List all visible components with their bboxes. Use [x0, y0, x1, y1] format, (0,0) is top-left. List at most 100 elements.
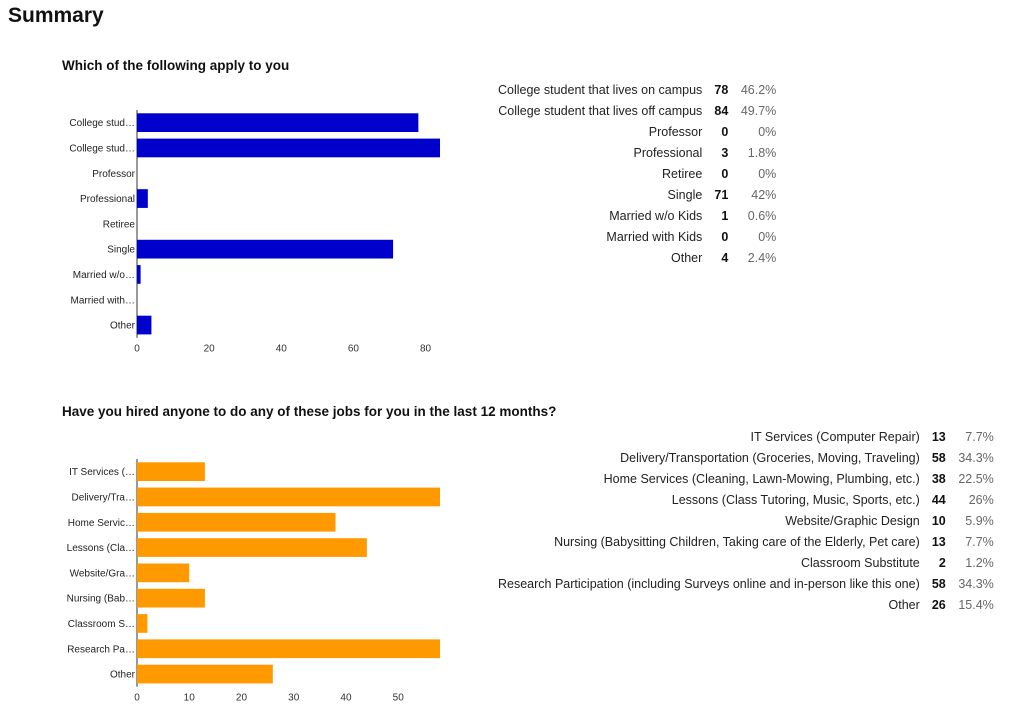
row-percent: 26% [968, 492, 994, 507]
category-label: Nursing (Bab… [67, 594, 135, 605]
x-tick-label: 0 [134, 344, 140, 355]
summary-row: Delivery/Transportation (Groceries, Movi… [498, 447, 994, 468]
row-count: 2 [938, 555, 946, 570]
summary-row: Research Participation (including Survey… [498, 573, 994, 594]
row-label: Nursing (Babysitting Children, Taking ca… [554, 534, 920, 549]
row-percent: 15.4% [958, 597, 994, 612]
row-count: 0 [721, 229, 729, 244]
category-label: Delivery/Tra… [71, 492, 135, 503]
bar-chart-2: IT Services (… Delivery/Tra… Home Servic… L… [67, 459, 440, 704]
row-percent: 5.9% [965, 513, 994, 528]
row-label: Single [667, 187, 703, 202]
category-label: Research Pa… [67, 644, 135, 655]
row-percent: 42% [751, 187, 777, 202]
x-tick-label: 60 [348, 344, 360, 355]
row-count: 38 [931, 471, 946, 486]
row-percent: 0% [758, 124, 777, 139]
summary-row: Married with Kids 0 0% [498, 226, 776, 247]
summary-row: College student that lives off campus 84 4… [498, 100, 776, 121]
x-tick-label: 80 [420, 344, 432, 355]
row-label: Other [671, 250, 703, 265]
row-label: Professional [633, 145, 703, 160]
bar [137, 462, 205, 482]
row-percent: 2.4% [747, 250, 777, 265]
bar [137, 664, 273, 684]
category-label: Classroom S… [68, 619, 135, 630]
category-label: Professor [92, 169, 135, 180]
x-tick-label: 20 [204, 344, 216, 355]
category-label: College stud… [69, 118, 135, 129]
row-label: Home Services (Cleaning, Lawn-Mowing, Pl… [603, 471, 920, 486]
row-label: Married with Kids [606, 229, 703, 244]
row-label: College student that lives on campus [498, 82, 703, 97]
row-percent: 7.7% [965, 534, 994, 549]
row-percent: 1.2% [965, 555, 994, 570]
x-tick-label: 50 [393, 693, 405, 704]
row-count: 13 [931, 429, 946, 444]
summary-row: Other 26 15.4% [498, 594, 994, 615]
row-label: College student that lives off campus [498, 103, 703, 118]
row-percent: 22.5% [958, 471, 994, 486]
summary-table-1: College student that lives on campus 78 46… [498, 79, 776, 268]
row-percent: 46.2% [740, 82, 777, 97]
bar [137, 138, 440, 158]
summary-row: Other 4 2.4% [498, 247, 776, 268]
row-percent: 34.3% [958, 450, 994, 465]
bar [137, 487, 440, 507]
bar [137, 563, 190, 583]
summary-row: IT Services (Computer Repair) 13 7.7% [498, 426, 994, 447]
bar [137, 512, 336, 532]
row-percent: 0% [758, 166, 777, 181]
row-count: 10 [931, 513, 946, 528]
bar [137, 189, 148, 208]
summary-row: Website/Graphic Design 10 5.9% [498, 510, 994, 531]
summary-row: Professional 3 1.8% [498, 142, 777, 163]
row-percent: 49.7% [740, 103, 777, 118]
row-label: Retiree [662, 166, 703, 181]
row-count: 78 [714, 82, 729, 97]
category-label: Retiree [103, 219, 136, 230]
category-label: Website/Gra… [70, 568, 135, 579]
x-tick-label: 10 [184, 693, 196, 704]
row-percent: 34.3% [958, 576, 994, 591]
row-percent: 1.8% [747, 145, 777, 160]
bar [137, 113, 419, 133]
bar [137, 588, 205, 608]
category-label: College stud… [69, 143, 135, 154]
row-label: Other [888, 597, 920, 612]
x-tick-label: 40 [340, 693, 352, 704]
question-title-1: Which of the following apply to you [62, 58, 290, 73]
summary-row: College student that lives on campus 78 46… [498, 79, 776, 100]
row-label: Website/Graphic Design [785, 513, 920, 528]
summary-row: Classroom Substitute 2 1.2% [498, 552, 994, 573]
category-label: Married w/o… [73, 270, 135, 281]
row-count: 4 [721, 250, 729, 265]
row-label: Professor [648, 124, 703, 139]
row-percent: 0% [758, 229, 777, 244]
bar [137, 315, 152, 335]
category-label: Professional [80, 194, 135, 205]
x-tick-label: 40 [276, 344, 288, 355]
x-tick-label: 20 [236, 693, 248, 704]
row-label: Delivery/Transportation (Groceries, Movi… [620, 450, 920, 465]
page-title: Summary [8, 4, 104, 27]
summary-row: Married w/o Kids 1 0.6% [498, 205, 776, 226]
row-count: 1 [721, 208, 729, 223]
row-count: 44 [931, 492, 946, 507]
x-tick-label: 30 [288, 693, 300, 704]
row-percent: 0.6% [747, 208, 777, 223]
category-label: Home Servic… [68, 518, 135, 529]
row-label: IT Services (Computer Repair) [750, 429, 920, 444]
row-count: 58 [931, 450, 946, 465]
category-label: Other [110, 670, 136, 681]
category-label: Lessons (Cla… [67, 543, 135, 554]
row-count: 13 [931, 534, 946, 549]
category-label: Married with… [71, 295, 135, 306]
x-tick-label: 0 [134, 693, 140, 704]
category-label: IT Services (… [69, 467, 135, 478]
row-label: Research Participation (including Survey… [498, 576, 920, 591]
summary-row: Professor 0 0% [498, 121, 777, 142]
row-count: 58 [931, 576, 946, 591]
row-label: Lessons (Class Tutoring, Music, Sports, … [671, 492, 920, 507]
summary-row: Home Services (Cleaning, Lawn-Mowing, Pl… [498, 468, 994, 489]
